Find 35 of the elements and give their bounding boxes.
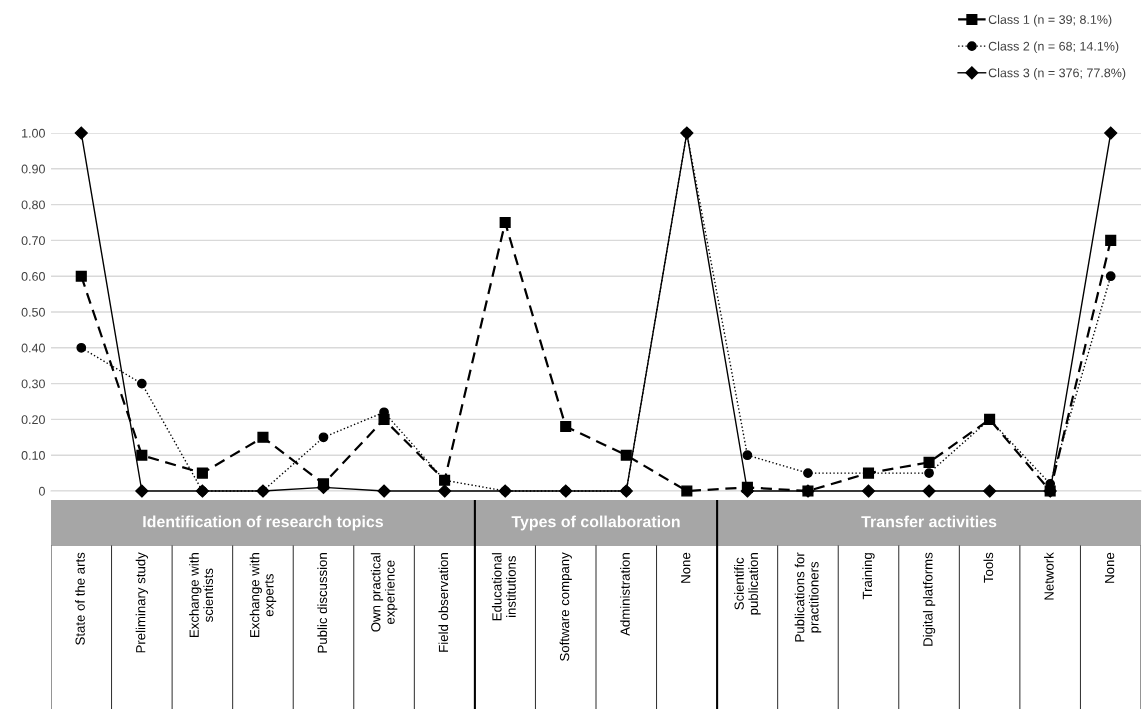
- x-tick-label: Educational institutions: [491, 553, 516, 621]
- x-tick-label: Preliminary study: [135, 552, 148, 653]
- x-tick-label: Digital platforms: [922, 552, 936, 646]
- x-tick-label: Publications for practitioners: [794, 552, 822, 642]
- x-tick-label: Exchange with experts: [249, 553, 277, 637]
- x-tick-label: Software company: [559, 552, 572, 661]
- x-tick-label: Exchange with scientists: [189, 553, 214, 637]
- x-tick-label: Own practical experience: [370, 553, 398, 632]
- x-tick-label: None: [681, 552, 691, 583]
- x-tick-label: Field observation: [438, 553, 449, 652]
- legend-label: Class 1 (n = 39; 8.1%): [988, 14, 1112, 27]
- y-tick-label: 0: [38, 486, 45, 496]
- x-tick-label: Scientific publication: [734, 553, 761, 615]
- text: Types of collaboration: [511, 515, 680, 531]
- x-tick-label: Training: [862, 553, 875, 600]
- x-tick-label: Public discussion: [317, 553, 328, 653]
- y-tick-label: 0.40: [21, 343, 45, 353]
- y-tick-label: 0.10: [21, 451, 45, 460]
- x-tick-label: State of the arts: [75, 552, 85, 645]
- legend-label: Class 2 (n = 68; 14.1%): [988, 41, 1119, 54]
- y-tick-label: 1.00: [22, 128, 45, 138]
- y-tick-label: 0.90: [21, 164, 45, 174]
- x-tick-label: Administration: [620, 553, 630, 636]
- y-tick-label: 0.20: [21, 415, 45, 425]
- x-tick-label: Tools: [983, 552, 994, 583]
- x-tick-label: None: [1105, 552, 1115, 583]
- y-tick-label: 0.50: [21, 307, 45, 317]
- y-tick-label: 0.60: [21, 272, 45, 281]
- y-tick-label: 0.80: [21, 200, 45, 210]
- text: Transfer activities: [861, 515, 997, 528]
- x-tick-label: Network: [1044, 552, 1054, 600]
- y-tick-label: 0.70: [21, 236, 45, 246]
- text: Identification of research topics: [143, 515, 383, 531]
- y-tick-label: 0.30: [21, 379, 45, 389]
- legend-label: Class 3 (n = 376; 77.8%): [988, 68, 1126, 80]
